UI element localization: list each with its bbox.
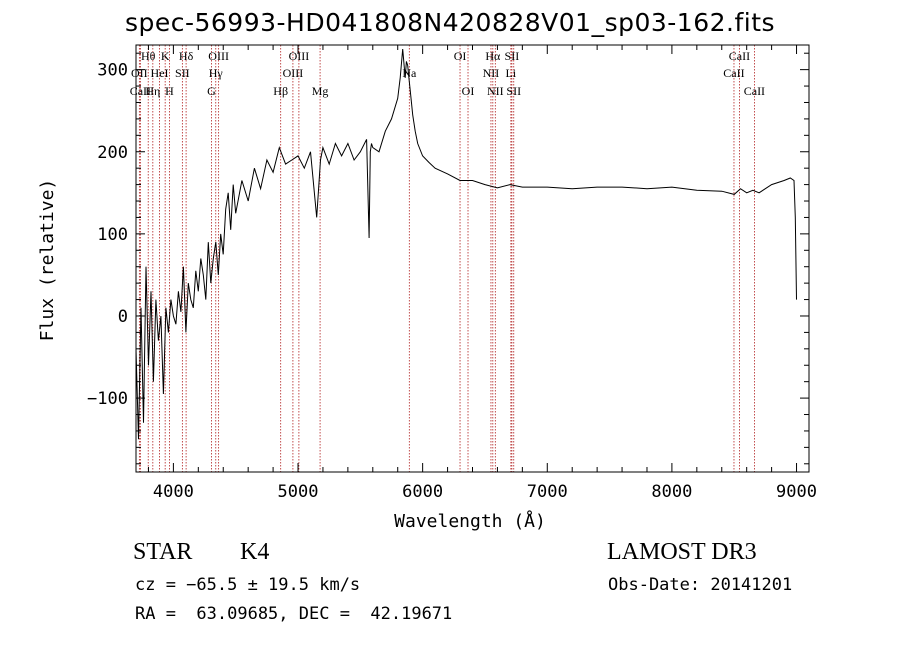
- line-label-20: SII: [505, 49, 520, 63]
- x-tick-label: 6000: [402, 482, 443, 502]
- axis-ticks: 4000 5000 6000 7000 8000 9000 −100 0 100 200 300: [87, 45, 817, 502]
- line-label-23: NII: [487, 84, 504, 98]
- line-label-19: Hα: [485, 49, 501, 63]
- object-subclass: K4: [240, 539, 270, 565]
- line-label-15: Mg: [312, 84, 329, 98]
- line-label-10: Hγ: [209, 66, 224, 80]
- line-label-17: OI: [454, 49, 467, 63]
- x-tick-label: 9000: [776, 482, 817, 502]
- plot-frame: [135, 44, 810, 473]
- line-label-26: CaII: [723, 66, 744, 80]
- chart-title: spec-56993-HD041808N420828V01_sp03-162.f…: [124, 8, 776, 37]
- redshift-value: cz = −65.5 ± 19.5 km/s: [135, 575, 361, 595]
- line-label-8: SII: [175, 66, 190, 80]
- line-label-21: NII: [483, 66, 500, 80]
- x-axis-label: Wavelength (Å): [394, 510, 546, 532]
- line-label-6: H: [165, 84, 174, 98]
- line-label-7: Hδ: [179, 49, 194, 63]
- line-label-14: OIII: [283, 66, 304, 80]
- line-label-4: HeI: [151, 66, 169, 80]
- coordinates: RA = 63.09685, DEC = 42.19671: [135, 604, 453, 624]
- line-label-25: CaII: [729, 49, 750, 63]
- emission-line-markers: [138, 45, 755, 472]
- observation-date: Obs-Date: 20141201: [608, 575, 793, 595]
- line-label-1: OII: [131, 66, 148, 80]
- x-tick-label: 8000: [651, 482, 692, 502]
- line-label-12: Hβ: [273, 84, 288, 98]
- line-label-9: OIII: [208, 49, 229, 63]
- emission-line-labels: Hθ OII CaII K HeI Hη H Hδ SII OIII Hγ G Hβ OIII OIII Mg…: [130, 49, 765, 98]
- line-label-5: Hη: [145, 84, 160, 98]
- x-tick-label: 5000: [278, 482, 319, 502]
- y-tick-label: 200: [97, 143, 128, 163]
- y-tick-label: 100: [97, 225, 128, 245]
- y-axis-label: Flux (relative): [37, 179, 58, 342]
- y-tick-label: −100: [87, 389, 128, 409]
- line-label-22: Li: [506, 66, 517, 80]
- y-tick-label: 300: [97, 61, 128, 81]
- spectrum-line: [135, 49, 797, 440]
- line-label-24: SII: [506, 84, 521, 98]
- line-label-13: OIII: [289, 49, 310, 63]
- line-label-18: OI: [462, 84, 475, 98]
- line-label-0: Hθ: [141, 49, 156, 63]
- line-label-2: CaII: [130, 84, 151, 98]
- line-label-27: CaII: [744, 84, 765, 98]
- y-tick-label: 0: [118, 307, 128, 327]
- object-type: STAR: [133, 539, 193, 565]
- survey-name: LAMOST DR3: [607, 539, 757, 565]
- line-label-3: K: [161, 49, 170, 63]
- line-label-11: G: [207, 84, 216, 98]
- x-tick-label: 7000: [527, 482, 568, 502]
- x-tick-label: 4000: [153, 482, 194, 502]
